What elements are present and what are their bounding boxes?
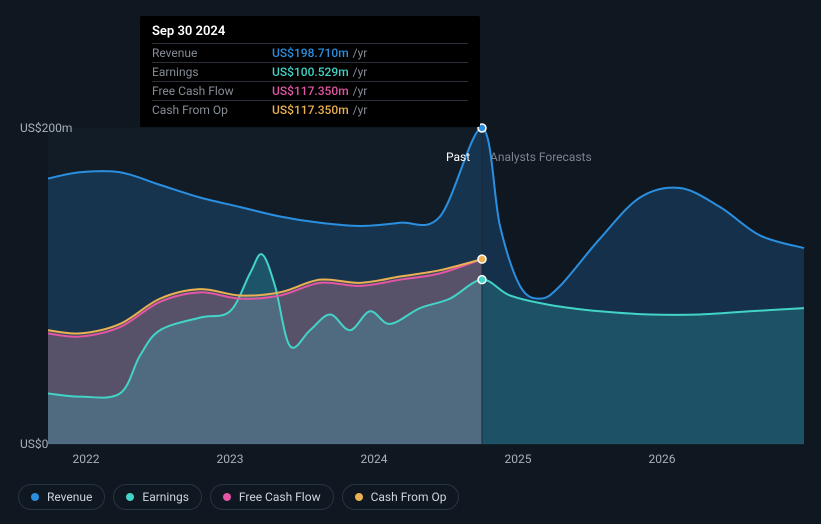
tooltip-row-unit: /yr xyxy=(353,46,368,60)
tooltip-row-value: US$100.529m xyxy=(272,65,349,79)
tooltip-row: RevenueUS$198.710m/yr xyxy=(152,43,468,62)
legend-item-label: Earnings xyxy=(142,490,189,504)
yaxis-label-bottom: US$0 xyxy=(20,437,48,451)
legend-item-label: Revenue xyxy=(47,490,92,504)
legend-item-earnings[interactable]: Earnings xyxy=(113,484,202,510)
tooltip-row-label: Cash From Op xyxy=(152,103,272,117)
legend-dot-icon xyxy=(223,493,231,501)
tooltip-row-value: US$117.350m xyxy=(272,84,349,98)
xaxis-label: 2024 xyxy=(361,452,388,466)
chart-legend: Revenue Earnings Free Cash Flow Cash From O… xyxy=(18,484,459,510)
yaxis-label-top: US$200m xyxy=(20,121,72,135)
tooltip-row-label: Earnings xyxy=(152,65,272,79)
tooltip-date: Sep 30 2024 xyxy=(152,24,468,39)
legend-item-label: Free Cash Flow xyxy=(239,490,321,504)
legend-dot-icon xyxy=(126,493,134,501)
tooltip-row-label: Free Cash Flow xyxy=(152,84,272,98)
xaxis-label: 2025 xyxy=(505,452,532,466)
tooltip-row-unit: /yr xyxy=(353,103,368,117)
tooltip-row: Cash From OpUS$117.350m/yr xyxy=(152,100,468,119)
legend-dot-icon xyxy=(31,493,39,501)
xaxis-label: 2022 xyxy=(73,452,100,466)
phase-label-forecast: Analysts Forecasts xyxy=(490,150,592,164)
tooltip-row-value: US$117.350m xyxy=(272,103,349,117)
xaxis-label: 2026 xyxy=(649,452,676,466)
series-marker-earnings xyxy=(478,276,486,284)
legend-item-cfo[interactable]: Cash From Op xyxy=(342,484,460,510)
tooltip-row-value: US$198.710m xyxy=(272,46,349,60)
legend-item-revenue[interactable]: Revenue xyxy=(18,484,105,510)
legend-dot-icon xyxy=(355,493,363,501)
chart-tooltip: Sep 30 2024 RevenueUS$198.710m/yrEarning… xyxy=(140,16,480,127)
legend-item-fcf[interactable]: Free Cash Flow xyxy=(210,484,334,510)
tooltip-row-label: Revenue xyxy=(152,46,272,60)
tooltip-row-unit: /yr xyxy=(353,65,368,79)
tooltip-row: Free Cash FlowUS$117.350m/yr xyxy=(152,81,468,100)
legend-item-label: Cash From Op xyxy=(371,490,447,504)
tooltip-row: EarningsUS$100.529m/yr xyxy=(152,62,468,81)
phase-label-past: Past xyxy=(446,150,470,164)
tooltip-row-unit: /yr xyxy=(353,84,368,98)
chart-container: { "chart": { "type": "area-line", "width… xyxy=(0,0,821,524)
xaxis-label: 2023 xyxy=(217,452,244,466)
series-marker-cfo xyxy=(478,255,486,263)
